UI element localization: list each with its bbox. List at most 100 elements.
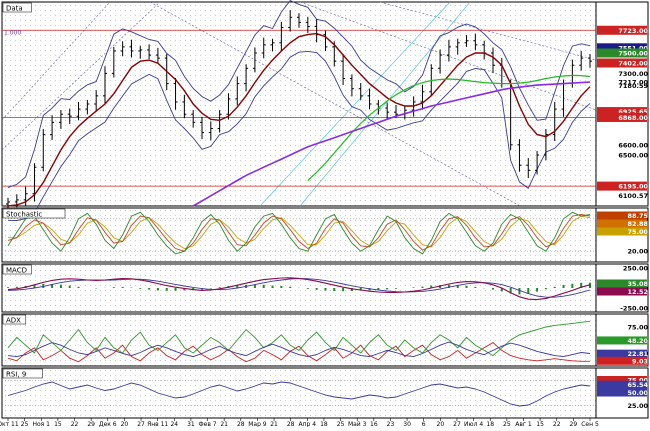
fan-line — [299, 1, 597, 111]
axis-tick-label-0: 7551.00 — [618, 44, 648, 52]
axis-tick-label-2: -250.00 — [620, 305, 648, 313]
x-tick-label: Сен 5 — [581, 421, 599, 427]
x-tick-label: 18 — [320, 421, 328, 427]
di-plus-line — [7, 320, 591, 357]
x-tick-label: 18 — [486, 421, 494, 427]
rsi-value-tag — [597, 380, 647, 389]
macd-value-tag — [597, 287, 647, 296]
x-tick-label: 22 — [553, 421, 561, 427]
panel-frame-0 — [1, 1, 597, 207]
adx-value-tag — [597, 349, 647, 358]
rsi-value-label: 50.00 — [627, 389, 648, 397]
adx-value-tag — [597, 336, 647, 345]
axis-area-0 — [595, 1, 649, 207]
axis-tag-0 — [597, 107, 647, 117]
rsi-value-tag — [597, 388, 647, 397]
axis-tag-0 — [597, 58, 647, 68]
x-tick-label: Мар 9 — [248, 421, 267, 427]
adx-line — [7, 341, 591, 358]
stoch-value-tag — [597, 211, 647, 220]
adx-value-tag — [597, 356, 647, 365]
axis-tick-label-0: 6600.00 — [618, 141, 648, 149]
x-tick-label: 29 — [570, 421, 578, 427]
fan-line — [149, 1, 521, 207]
axis-tag-0 — [597, 43, 647, 53]
fib-label: 1.000 — [4, 29, 21, 36]
axis-tick-label-2: 250.00 — [623, 265, 649, 273]
x-tick-label: Авг 1 — [515, 421, 532, 427]
macd-value-label: 12.52 — [627, 288, 648, 296]
axis-tag-0 — [597, 25, 647, 35]
stoch-k-line — [7, 211, 591, 255]
axis-tick-label-0: 7402.00 — [618, 59, 648, 67]
stoch-value-tag — [597, 227, 647, 236]
panel-title-4: RSI, 9 — [6, 371, 26, 379]
axis-tick-label-0: 7500.00 — [618, 50, 648, 58]
x-tick-label: Дек 6 — [99, 421, 117, 427]
macd-value-label: 35.08 — [627, 280, 648, 288]
panel-title-box-3 — [2, 314, 27, 325]
adx-value-label: 9.03 — [632, 357, 648, 365]
di-minus-line — [7, 342, 590, 363]
x-tick-label: Янв 11 — [147, 421, 168, 427]
stoch-value-label: 88.75 — [627, 212, 648, 220]
sma-long-line — [192, 81, 591, 207]
trend-line-cyan — [259, 1, 451, 207]
x-tick-label: 21 — [220, 421, 228, 427]
axis-tag-0 — [597, 48, 647, 58]
axis-tick-label-0: 6500.00 — [618, 152, 648, 160]
rsi-value-label: 65.54 — [627, 381, 648, 389]
x-tick-label: 28 — [237, 421, 245, 427]
axis-tick-label-0: 7180.59 — [618, 82, 648, 90]
fan-line — [1, 1, 111, 121]
axis-tick-label-0: 7723.00 — [618, 27, 648, 35]
rsi-value-tag — [597, 376, 647, 384]
x-tick-label: 20 — [437, 421, 445, 427]
macd-line — [7, 277, 591, 301]
x-tick-label: 16 — [370, 421, 378, 427]
panel-title-box-0 — [2, 2, 32, 13]
x-tick-label: Ноя 1 — [32, 421, 50, 427]
axis-tick-label-0: 7300.00 — [618, 70, 648, 78]
stoch-d-line — [7, 214, 591, 252]
axis-tick-label-0: 6195.00 — [618, 183, 648, 191]
stoch-value-tag — [597, 219, 647, 228]
stoch-value-label: 75.00 — [627, 228, 648, 236]
x-tick-label: 20 — [121, 421, 129, 427]
x-tick-label: 28 — [287, 421, 295, 427]
x-tick-label: 25 — [503, 421, 511, 427]
x-tick-label: 21 — [270, 421, 278, 427]
x-tick-label: 25 — [21, 421, 29, 427]
x-tick-label: Окт 11 — [0, 421, 19, 427]
sma-short-line — [7, 32, 591, 207]
axis-tick-label-4: 25.00 — [627, 402, 648, 410]
axis-tag-0 — [597, 181, 647, 191]
panel-title-0: Data — [6, 5, 23, 13]
x-tick-label: 15 — [536, 421, 544, 427]
x-tick-label: Фев 7 — [198, 421, 216, 427]
trend-line-cyan — [299, 1, 471, 207]
fan-line — [379, 1, 597, 61]
bollinger-upper — [7, 0, 591, 189]
axis-tag-0 — [597, 112, 647, 122]
macd-value-tag — [597, 279, 647, 288]
panel-frame-3 — [1, 313, 597, 367]
axis-tick-label-3: 75.00 — [627, 324, 648, 332]
x-tick-label: Апр 4 — [299, 421, 317, 427]
x-tick-label: 25 — [337, 421, 345, 427]
fan-line — [1, 1, 161, 151]
x-tick-label: 27 — [453, 421, 461, 427]
x-tick-label: 23 — [387, 421, 395, 427]
rsi-value-label: 75.00 — [627, 377, 648, 385]
axis-tick-label-0: 6925.65 — [618, 108, 648, 116]
axis-tick-label-0: 6100.57 — [618, 192, 648, 200]
x-tick-label: 30 — [403, 421, 411, 427]
x-tick-label: 27 — [137, 421, 145, 427]
panel-title-3: ADX — [6, 317, 21, 325]
panel-title-box-2 — [2, 264, 32, 275]
x-tick-label: 22 — [71, 421, 79, 427]
adx-value-label: 22.81 — [627, 350, 648, 358]
